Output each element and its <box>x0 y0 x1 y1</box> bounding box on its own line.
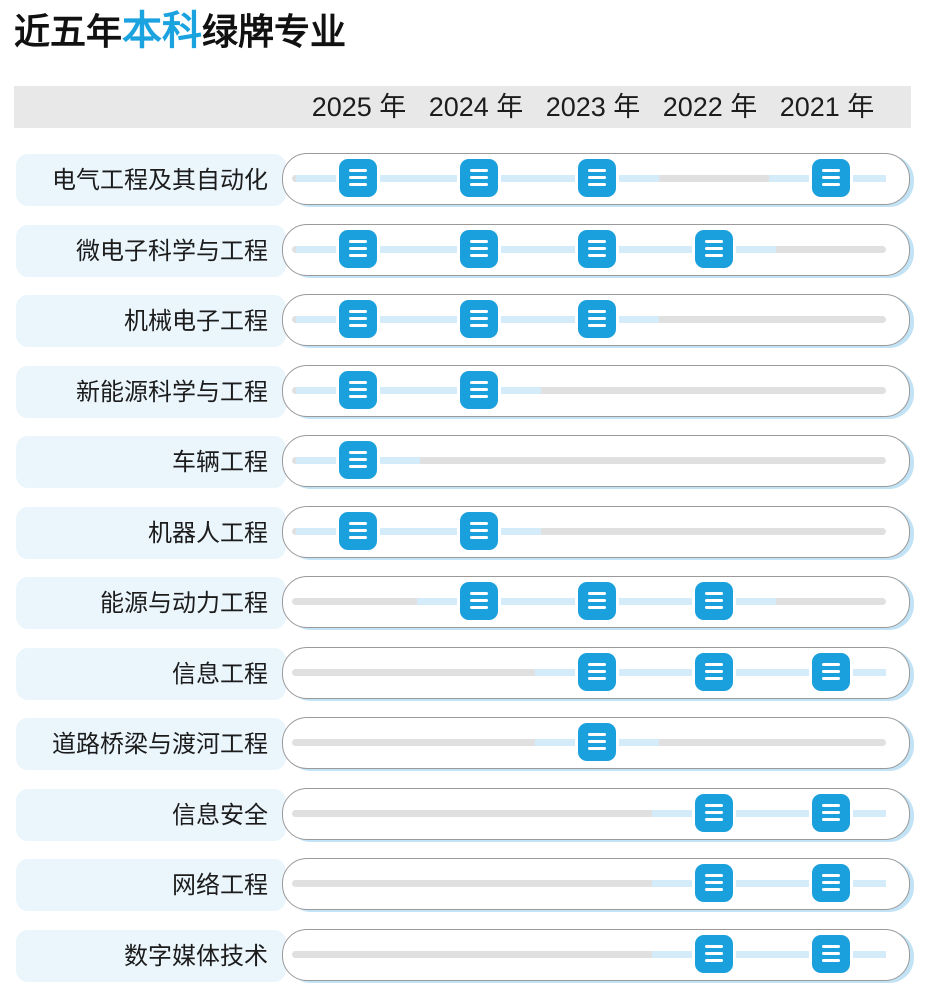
major-label-box: 网络工程 <box>16 859 286 911</box>
table-row: 机械电子工程 <box>0 294 943 348</box>
list-icon <box>812 159 850 197</box>
list-icon <box>812 864 850 902</box>
timeline-track <box>292 880 886 887</box>
major-label-box: 机器人工程 <box>16 506 286 559</box>
table-row: 信息工程 <box>0 646 943 701</box>
major-name: 数字媒体技术 <box>124 941 268 970</box>
major-label-box: 新能源科学与工程 <box>16 365 286 418</box>
title-suffix: 绿牌专业 <box>202 12 347 53</box>
table-row: 信息安全 <box>0 787 943 842</box>
page-title: 近五年本科绿牌专业 <box>14 6 346 58</box>
list-icon <box>339 159 377 197</box>
list-icon <box>460 300 498 338</box>
year-label-2024: 2024 年 <box>428 92 524 122</box>
major-label-box: 机械电子工程 <box>16 295 286 347</box>
table-row: 机器人工程 <box>0 505 943 560</box>
list-icon <box>695 229 733 268</box>
timeline-track <box>292 809 886 817</box>
title-prefix: 近五年 <box>14 12 123 53</box>
table-row: 微电子科学与工程 <box>0 223 943 278</box>
list-icon <box>339 370 377 409</box>
list-icon <box>695 864 733 902</box>
major-name: 信息工程 <box>172 659 268 688</box>
table-row: 数字媒体技术 <box>0 928 943 983</box>
list-icon <box>339 441 377 479</box>
list-icon <box>460 582 498 620</box>
table-row: 新能源科学与工程 <box>0 364 943 419</box>
major-name: 电气工程及其自动化 <box>52 166 268 194</box>
major-name: 道路桥梁与渡河工程 <box>52 730 268 758</box>
major-label-box: 微电子科学与工程 <box>16 224 286 277</box>
list-icon <box>460 229 498 268</box>
major-name: 机械电子工程 <box>124 307 268 335</box>
major-name: 新能源科学与工程 <box>76 377 268 406</box>
table-row: 车辆工程 <box>0 435 943 489</box>
timeline-track <box>292 527 886 535</box>
major-name: 能源与动力工程 <box>100 589 268 617</box>
timeline-track <box>292 457 886 464</box>
list-icon <box>578 652 616 691</box>
table-row: 能源与动力工程 <box>0 576 943 630</box>
major-label-box: 道路桥梁与渡河工程 <box>16 718 286 770</box>
major-label-box: 数字媒体技术 <box>16 929 286 982</box>
timeline-track <box>292 386 886 394</box>
list-icon <box>339 511 377 550</box>
major-name: 网络工程 <box>172 871 268 899</box>
year-header-band: 2025 年 2024 年 2023 年 2022 年 2021 年 <box>14 86 911 128</box>
list-icon <box>578 300 616 338</box>
list-icon <box>460 159 498 197</box>
major-label-box: 信息工程 <box>16 647 286 700</box>
major-label-box: 能源与动力工程 <box>16 577 286 629</box>
list-icon <box>460 511 498 550</box>
list-icon <box>578 159 616 197</box>
list-icon <box>578 723 616 761</box>
table-row: 网络工程 <box>0 858 943 912</box>
major-name: 车辆工程 <box>172 448 268 476</box>
list-icon <box>460 370 498 409</box>
major-name: 微电子科学与工程 <box>76 236 268 265</box>
year-label-2023: 2023 年 <box>545 92 641 122</box>
year-label-2021: 2021 年 <box>779 92 875 122</box>
major-name: 信息安全 <box>172 800 268 829</box>
table-row: 电气工程及其自动化 <box>0 153 943 207</box>
major-label-box: 车辆工程 <box>16 436 286 488</box>
major-label-box: 电气工程及其自动化 <box>16 154 286 206</box>
year-label-2022: 2022 年 <box>662 92 758 122</box>
list-icon <box>339 229 377 268</box>
year-label-2025: 2025 年 <box>311 92 407 122</box>
table-row: 道路桥梁与渡河工程 <box>0 717 943 771</box>
major-label-box: 信息安全 <box>16 788 286 841</box>
list-icon <box>812 652 850 691</box>
list-icon <box>339 300 377 338</box>
major-name: 机器人工程 <box>148 518 268 547</box>
list-icon <box>695 652 733 691</box>
list-icon <box>695 793 733 832</box>
list-icon <box>695 934 733 973</box>
list-icon <box>812 934 850 973</box>
list-icon <box>578 582 616 620</box>
list-icon <box>695 582 733 620</box>
title-highlight: 本科 <box>122 8 203 54</box>
list-icon <box>578 229 616 268</box>
list-icon <box>812 793 850 832</box>
timeline-track <box>292 950 886 958</box>
